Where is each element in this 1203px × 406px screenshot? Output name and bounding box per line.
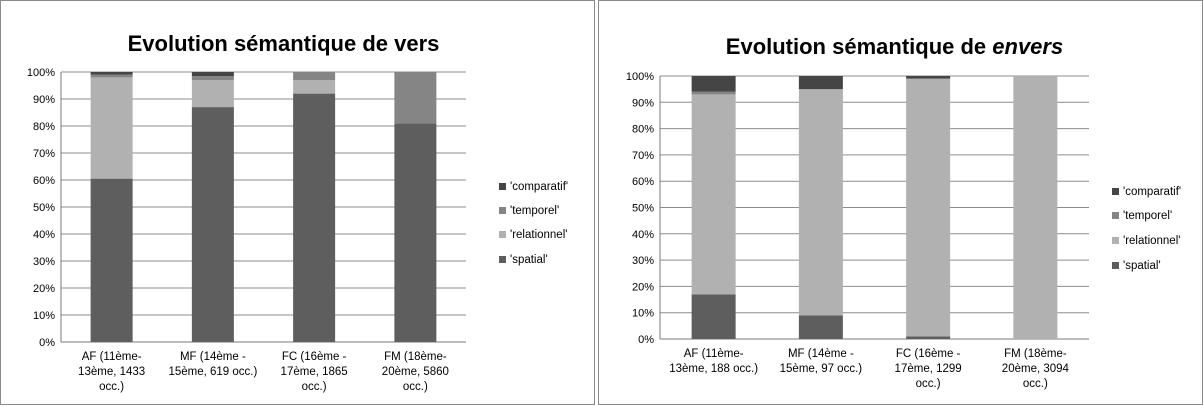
x-category-label: MF (14ème -: [180, 351, 246, 363]
bar-segment: [191, 72, 234, 77]
chart-title-part: Evolution sémantique de: [726, 34, 992, 59]
y-tick-label: 70%: [33, 148, 55, 160]
y-tick-label: 10%: [632, 308, 654, 320]
y-tick-label: 40%: [33, 229, 55, 241]
x-category-label: occ.): [403, 381, 428, 393]
legend-swatch: [499, 231, 506, 238]
bar-segment: [394, 72, 437, 124]
chart-panel-envers: Evolution sémantique de envers 0% 10% 20% 30…: [598, 0, 1203, 405]
bar-segment: [90, 77, 133, 179]
legend-label: 'relationnel': [1123, 235, 1180, 247]
y-tick-label: 80%: [33, 121, 55, 133]
y-tick-label: 20%: [33, 283, 55, 295]
y-tick-label: 30%: [33, 256, 55, 268]
y-tick-label: 90%: [632, 97, 654, 109]
x-category-label: occ.): [916, 378, 941, 390]
x-category-label: 20ème, 5860: [382, 366, 449, 378]
x-category-label: 13ème, 1433: [78, 366, 145, 378]
y-tick-label: 70%: [632, 150, 654, 162]
bar-segment: [691, 76, 736, 92]
y-tick-label: 10%: [33, 310, 55, 322]
legend-label: 'comparatif': [510, 181, 568, 193]
chart-title: Evolution sémantique de vers: [128, 31, 440, 56]
legend-swatch: [499, 183, 506, 190]
x-category-label: occ.): [99, 381, 124, 393]
y-tick-label: 50%: [33, 202, 55, 214]
bar-segment: [293, 80, 336, 94]
bar-segment: [1013, 76, 1058, 339]
x-category-label: FC (16ème -: [282, 351, 347, 363]
bar-segment: [90, 178, 133, 342]
x-category-label: 17ème, 1299: [895, 363, 962, 375]
chart-title-part: envers: [992, 34, 1063, 59]
legend-label: 'spatial': [1123, 260, 1161, 272]
y-tick-label: 100%: [626, 71, 654, 83]
x-category-label: occ.): [302, 381, 327, 393]
legend-swatch: [1112, 237, 1119, 244]
y-tick-label: 0%: [638, 334, 654, 346]
stacked-bar-chart-envers: Evolution sémantique de envers 0% 10% 20% 30…: [626, 34, 1181, 390]
bar-segment: [191, 107, 234, 342]
y-tick-label: 100%: [27, 67, 55, 79]
bar-segment: [798, 76, 843, 90]
bar-segment: [293, 93, 336, 342]
bar-segment: [293, 72, 336, 81]
x-category-label: 13ème, 188 occ.): [669, 363, 758, 375]
y-tick-label: 20%: [632, 281, 654, 293]
y-tick-label: 80%: [632, 124, 654, 136]
legend-label: 'relationnel': [510, 229, 567, 241]
y-tick-label: 30%: [632, 255, 654, 267]
x-category-label: AF (11ème-: [684, 348, 744, 360]
bar-segment: [691, 294, 736, 339]
bar-segment: [191, 76, 234, 81]
legend-label: 'temporel': [1123, 210, 1172, 222]
bar-segment: [691, 94, 736, 295]
bar-segment: [906, 76, 951, 79]
bar-segment: [798, 315, 843, 339]
bar-segment: [906, 336, 951, 339]
legend-swatch: [1112, 262, 1119, 269]
bar-segment: [394, 123, 437, 342]
y-tick-label: 0%: [39, 337, 55, 349]
legend-swatch: [499, 207, 506, 214]
chart-panel-vers: Evolution sémantique de vers 0% 10% 20% 30% 4…: [0, 0, 595, 405]
y-tick-label: 60%: [33, 175, 55, 187]
y-tick-label: 40%: [632, 229, 654, 241]
legend-label: 'temporel': [510, 205, 559, 217]
x-category-label: occ.): [1023, 378, 1048, 390]
x-category-label: MF (14ème -: [788, 348, 854, 360]
y-tick-label: 60%: [632, 176, 654, 188]
legend-label: 'spatial': [510, 254, 548, 266]
legend-label: 'comparatif': [1123, 186, 1181, 198]
bar-segment: [90, 74, 133, 78]
x-category-label: 17ème, 1865: [281, 366, 348, 378]
bar-segment: [191, 80, 234, 108]
legend-swatch: [1112, 212, 1119, 219]
x-category-label: 20ème, 3094: [1002, 363, 1070, 375]
legend-swatch: [1112, 188, 1119, 195]
chart-title-part: Evolution sémantique de vers: [128, 31, 440, 56]
bar-segment: [798, 89, 843, 316]
y-tick-label: 50%: [632, 203, 654, 215]
legend-swatch: [499, 256, 506, 263]
x-category-label: FC (16ème -: [896, 348, 961, 360]
x-category-label: AF (11ème-: [82, 351, 142, 363]
y-tick-label: 90%: [33, 94, 55, 106]
stacked-bar-chart-vers: Evolution sémantique de vers 0% 10% 20% 30% 4…: [27, 31, 568, 393]
bar-segment: [691, 91, 736, 95]
chart-title: Evolution sémantique de envers: [726, 34, 1063, 59]
bar-segment: [90, 72, 133, 75]
x-category-label: FM (18ème-: [1004, 348, 1067, 360]
x-category-label: 15ème, 619 occ.): [168, 366, 257, 378]
bar-segment: [906, 78, 951, 337]
x-category-label: 15ème, 97 occ.): [780, 363, 863, 375]
x-category-label: FM (18ème-: [384, 351, 447, 363]
